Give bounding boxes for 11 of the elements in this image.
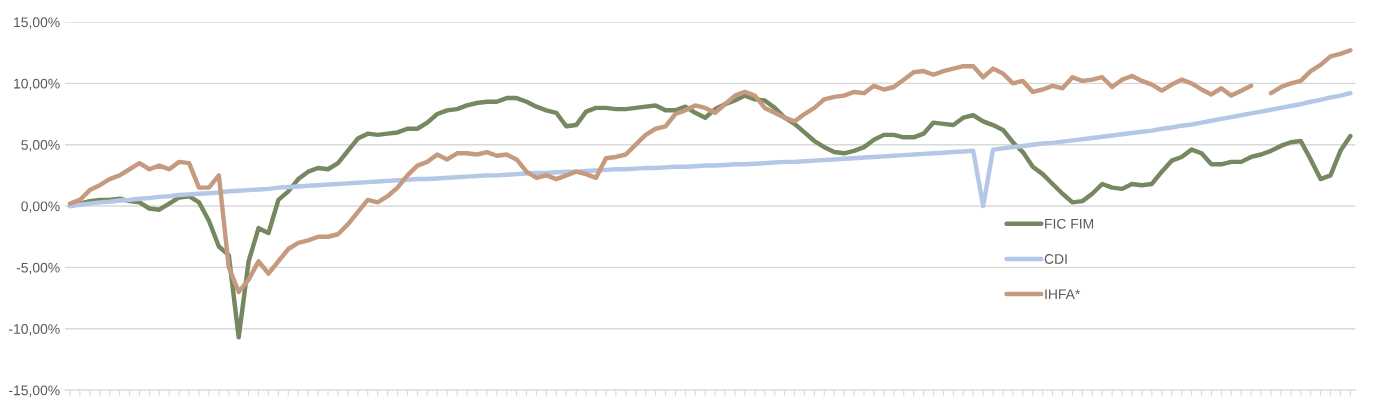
y-tick-label: 15,00% [14,17,60,29]
y-tick-label: -5,00% [16,262,60,275]
y-tick-label: 5,00% [21,140,60,152]
legend-label: IHFA* [1045,289,1081,299]
y-tick-label: 0,00% [21,201,60,213]
legend-label: CDI [1044,254,1067,264]
y-tick-label: 10,00% [14,78,60,91]
legend-label: FIC FIM [1045,218,1094,229]
y-tick-label: -10,00% [9,324,60,336]
y-tick-label: -15,00% [9,385,60,397]
line-series [67,90,1353,209]
